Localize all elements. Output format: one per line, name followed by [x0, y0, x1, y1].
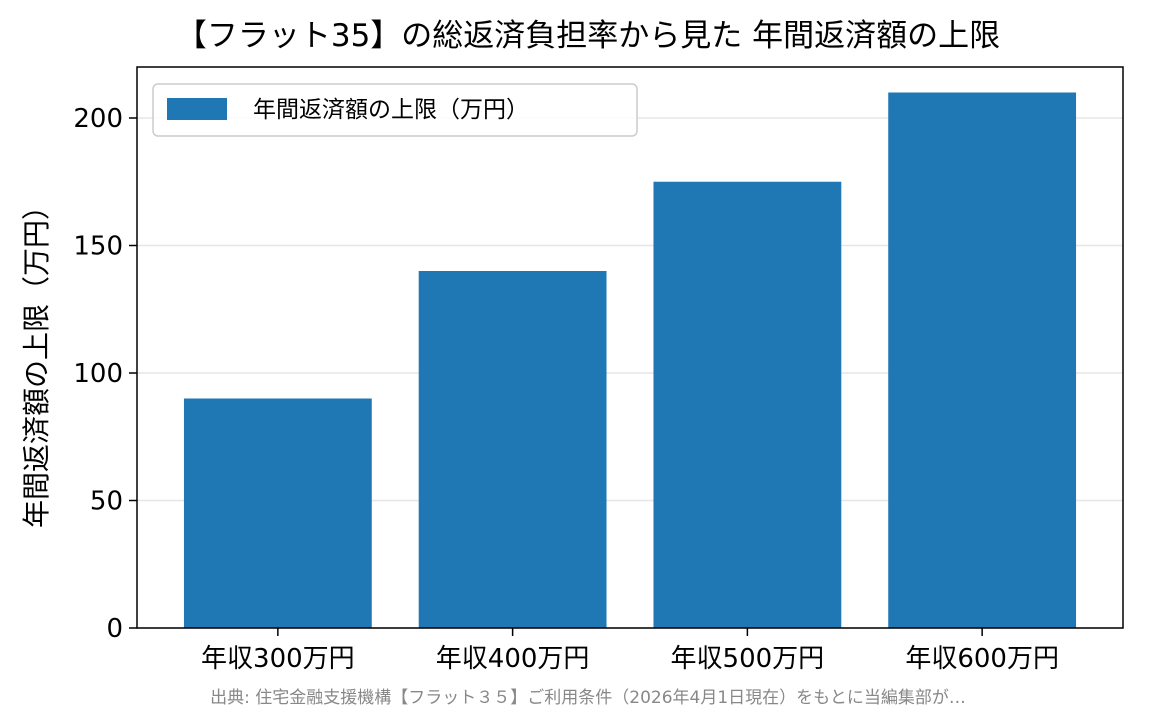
- bar-4: [888, 92, 1077, 628]
- y-tick-label: 100: [73, 359, 123, 389]
- chart-title: 【フラット35】の総返済負担率から見た 年間返済額の上限: [175, 18, 1001, 54]
- x-tick-label: 年収300万円: [201, 644, 355, 674]
- plot-frame: [136, 66, 1124, 629]
- bar-3: [653, 181, 842, 628]
- legend-label: 年間返済額の上限（万円）: [253, 97, 529, 123]
- y-tick-label: 200: [73, 104, 123, 134]
- x-tick-label: 年収500万円: [671, 644, 825, 674]
- legend-swatch: [167, 98, 227, 120]
- bar-2: [418, 271, 607, 628]
- y-tick-label: 50: [90, 487, 123, 517]
- legend: 年間返済額の上限（万円）: [152, 83, 638, 137]
- y-tick-label: 0: [106, 614, 123, 644]
- legend-box: [152, 83, 638, 137]
- y-tick-label: 150: [73, 232, 123, 262]
- x-ticks: 年収300万円 年収400万円 年収500万円 年収600万円: [201, 628, 1059, 674]
- bars: [183, 92, 1077, 628]
- x-tick-label: 年収400万円: [436, 644, 590, 674]
- x-tick-label: 年収600万円: [905, 644, 1059, 674]
- source-note: 出典: 住宅金融支援機構【フラット３５】ご利用条件（2026年4月1日現在）をも…: [210, 688, 966, 708]
- y-ticks: 0 50 100 150 200: [73, 104, 137, 644]
- y-axis-label: 年間返済額の上限（万円）: [20, 192, 53, 528]
- bar-1: [183, 398, 372, 628]
